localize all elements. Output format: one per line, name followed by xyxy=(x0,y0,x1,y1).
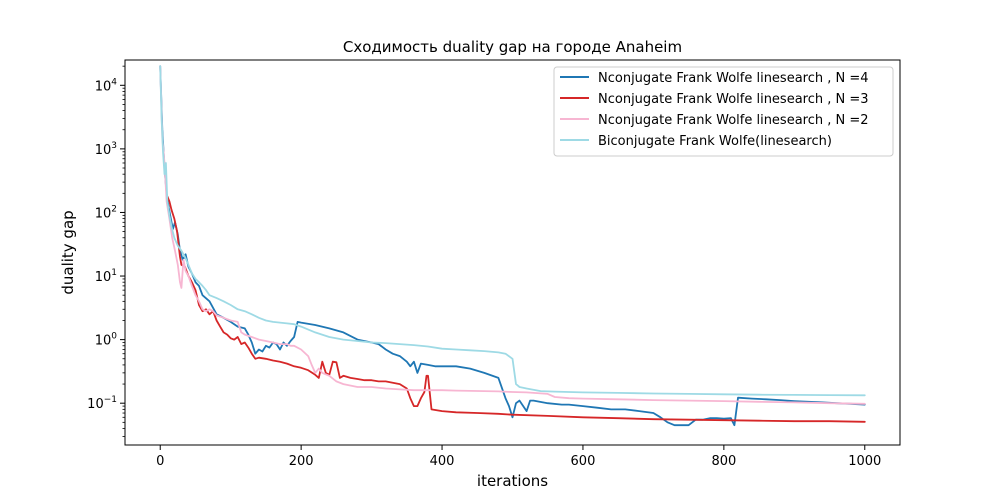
x-tick-label: 1000 xyxy=(848,454,881,469)
series-line-3 xyxy=(159,65,866,397)
x-tick-label: 800 xyxy=(711,454,736,469)
legend-items: Nconjugate Frank Wolfe linesearch , N =4… xyxy=(560,71,869,149)
y-tick-label-base: 10 xyxy=(87,397,104,412)
y-tick-label-exponent: 1 xyxy=(111,268,117,278)
x-axis-ticks: 0 200 400 600 800 1000 xyxy=(156,445,881,469)
series-line-0 xyxy=(159,65,866,427)
y-axis-label: duality gap xyxy=(59,210,77,294)
y-tick-label-base: 10 xyxy=(95,334,112,349)
y-tick-label-exponent: 2 xyxy=(111,204,117,214)
legend-frame xyxy=(553,66,894,157)
y-tick-label-exponent: −1 xyxy=(104,395,117,405)
chart-title: Сходимость duality gap на городе Anaheim xyxy=(343,38,682,56)
x-tick-label: 600 xyxy=(571,454,596,469)
y-tick-label: 103 xyxy=(95,141,117,158)
y-tick-label-exponent: 0 xyxy=(111,332,117,342)
y-tick-label: 104 xyxy=(95,77,118,94)
legend-label-2: Nconjugate Frank Wolfe linesearch , N =2 xyxy=(598,113,869,128)
y-tick-label-base: 10 xyxy=(95,79,112,94)
x-tick-label: 0 xyxy=(156,454,164,469)
y-tick-label-base: 10 xyxy=(95,143,112,158)
legend-label-3: Biconjugate Frank Wolfe(linesearch) xyxy=(598,134,832,149)
y-tick-label: 102 xyxy=(95,204,117,221)
series-group xyxy=(159,65,866,427)
y-tick-label-base: 10 xyxy=(95,206,112,221)
x-tick-label: 400 xyxy=(430,454,455,469)
y-tick-label: 101 xyxy=(95,268,117,285)
y-tick-label-exponent: 3 xyxy=(111,141,117,151)
x-axis-label: iterations xyxy=(477,472,548,490)
legend-label-1: Nconjugate Frank Wolfe linesearch , N =3 xyxy=(598,92,869,107)
legend: Nconjugate Frank Wolfe linesearch , N =4… xyxy=(553,66,894,157)
y-tick-label-exponent: 4 xyxy=(111,77,117,87)
y-tick-label: 100 xyxy=(95,332,118,349)
plot-frame xyxy=(124,59,901,446)
y-tick-label: 10−1 xyxy=(87,395,117,412)
legend-label-0: Nconjugate Frank Wolfe linesearch , N =4 xyxy=(598,71,869,86)
x-tick-label: 200 xyxy=(289,454,314,469)
series-line-2 xyxy=(159,65,866,405)
y-tick-label-base: 10 xyxy=(95,270,112,285)
